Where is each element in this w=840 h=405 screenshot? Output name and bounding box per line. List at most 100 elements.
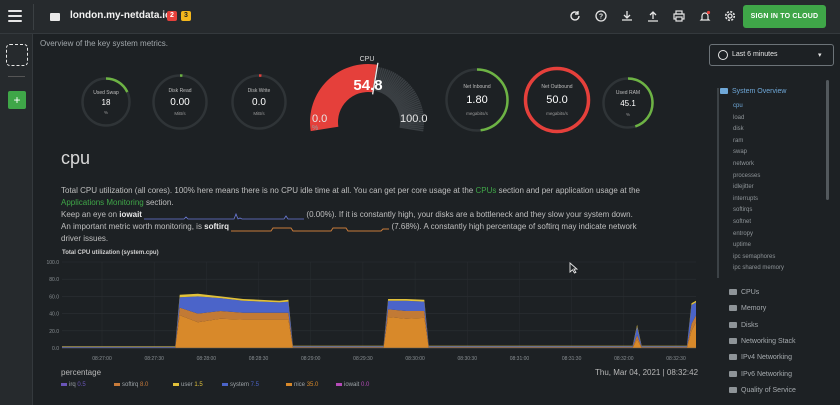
nav-item-network[interactable]: network — [733, 161, 755, 167]
gauge-used-ram[interactable]: Used RAM 45.1% — [601, 76, 655, 130]
legend-swatch — [222, 382, 228, 386]
chart-units: percentage — [61, 368, 102, 377]
upload-icon[interactable] — [647, 10, 659, 22]
nav-item-idlejitter[interactable]: idlejitter — [733, 184, 754, 191]
nav-item-interrupts[interactable]: interrupts — [733, 195, 759, 202]
nav-item-disk[interactable]: disk — [733, 126, 744, 133]
nav-item-entropy[interactable]: entropy — [733, 230, 754, 237]
description-line: Keep an eye on iowait (0.00%). If it is … — [61, 210, 633, 220]
nav-section-memory[interactable]: Memory — [729, 305, 766, 312]
nav-section-cpus[interactable]: CPUs — [729, 289, 759, 296]
cpu-gauge-track — [372, 66, 425, 132]
gauge-value: 18 — [101, 97, 111, 107]
legend-value: 35.0 — [306, 382, 319, 388]
nav-item-uptime[interactable]: uptime — [733, 242, 752, 249]
sign-in-button[interactable]: SIGN IN TO CLOUD — [743, 5, 826, 28]
legend-item-system[interactable]: system 7.5 — [222, 382, 259, 388]
description-line: driver issues. — [61, 234, 108, 243]
chart-ytick-label: 0.0 — [52, 346, 59, 352]
chart-xtick-label: 08:30:30 — [458, 356, 478, 362]
applications-link[interactable]: Applications Monitoring — [61, 198, 144, 207]
nav-item-ipc-shared-memory[interactable]: ipc shared memory — [733, 265, 785, 272]
gauge-net-inbound[interactable]: Net Inbound 1.80 megabits/s — [444, 67, 510, 133]
nav-section-quality-of-service[interactable]: Quality of Service — [729, 387, 796, 394]
host-name[interactable]: london.my-netdata.io — [70, 10, 172, 21]
gauge-used-swap[interactable]: Used Swap 18% — [80, 76, 132, 128]
softirq-sparkline — [231, 227, 390, 232]
cpu-gauge-fill — [310, 63, 378, 132]
download-icon[interactable] — [621, 10, 633, 22]
cpu-gauge[interactable] — [306, 60, 431, 135]
nav-item-load[interactable]: load — [733, 114, 745, 121]
menu-icon[interactable] — [8, 10, 22, 22]
nav-item-processes[interactable]: processes — [733, 172, 761, 179]
chart-xtick-label: 08:28:30 — [249, 356, 269, 362]
reload-icon[interactable] — [569, 10, 581, 22]
cpu-gauge-max: 100.0 — [400, 113, 428, 125]
legend-item-softirq[interactable]: softirq 8.0 — [114, 382, 148, 388]
chart-ytick-label: 40.0 — [49, 312, 59, 318]
help-icon[interactable]: ? — [595, 10, 607, 22]
cpus-link[interactable]: CPUs — [475, 186, 497, 195]
nav-item-softirqs[interactable]: softirqs — [733, 207, 753, 214]
gauge-disk-read[interactable]: Disk Read 0.00 MiB/s — [151, 73, 209, 131]
nav-section-disks[interactable]: Disks — [729, 322, 758, 329]
gauge-value: 45.1 — [620, 98, 636, 108]
gauge-fill — [152, 74, 208, 130]
nav-item-ram[interactable]: ram — [733, 137, 744, 144]
space-icon[interactable] — [6, 44, 28, 66]
legend-item-nice[interactable]: nice 35.0 — [286, 382, 318, 388]
nav-head-system-overview[interactable]: System Overview — [720, 88, 786, 95]
gauge-ring — [445, 68, 509, 132]
critical-alert-badge[interactable]: 2 — [167, 11, 177, 21]
chart-ytick-label: 60.0 — [49, 294, 59, 300]
chart-area-nice — [62, 315, 696, 348]
print-icon[interactable] — [673, 10, 685, 22]
timeframe-picker[interactable]: Last 6 minutes ▾ — [709, 44, 834, 66]
gauge-disk-write[interactable]: Disk Write 0.0 MiB/s — [230, 73, 288, 131]
warning-alert-badge[interactable]: 3 — [181, 11, 191, 21]
chart-xtick-label: 08:29:00 — [301, 356, 321, 362]
nav-item-softnet[interactable]: softnet — [733, 219, 752, 225]
legend-name: iowait — [344, 382, 362, 388]
nav-indicator — [717, 88, 719, 278]
softirq-label: softirq — [204, 222, 230, 232]
description-line: Applications Monitoring section. — [61, 198, 174, 207]
legend-swatch — [114, 382, 120, 386]
legend-swatch — [336, 382, 342, 386]
nav-item-swap[interactable]: swap — [733, 149, 748, 156]
alarm-bell-icon[interactable] — [699, 10, 711, 22]
chart-xtick-label: 08:29:30 — [353, 356, 373, 362]
gauge-ring — [81, 77, 131, 127]
gauge-unit: MiB/s — [253, 111, 265, 117]
legend-value: 7.5 — [250, 382, 260, 388]
host-icon — [50, 13, 60, 21]
gauge-fill — [81, 77, 131, 127]
softirq-value: 7.68% — [394, 222, 417, 232]
add-space-button[interactable]: + — [8, 91, 26, 109]
cpu-gauge-unit: % — [312, 125, 319, 132]
gauge-net-outbound[interactable]: Net Outbound 50.0 megabits/s — [523, 66, 591, 134]
desc-text: driver issues. — [61, 234, 109, 243]
nav-section-ipv6-networking[interactable]: IPv6 Networking — [729, 371, 792, 378]
legend-value: 1.5 — [194, 382, 203, 388]
legend-item-iowait[interactable]: iowait 0.0 — [336, 382, 369, 388]
cpu-chart[interactable]: 100.0 80.0 60.0 40.0 20.0 0.0 08:27:00 08:27:30… — [40, 258, 708, 366]
description-line: An important metric worth monitoring, is… — [61, 222, 637, 232]
legend-item-irq[interactable]: irq 0.5 — [61, 382, 86, 388]
chart-xtick-label: 08:27:00 — [92, 356, 112, 362]
gauge-label: Net Inbound — [463, 84, 491, 91]
nav-scrollbar[interactable] — [826, 80, 829, 200]
legend-item-user[interactable]: user 1.5 — [173, 382, 203, 388]
nav-section-networking-stack[interactable]: Networking Stack — [729, 338, 795, 345]
divider — [8, 76, 25, 77]
desc-text: section. — [143, 198, 174, 207]
nav-section-ipv4-networking[interactable]: IPv4 Networking — [729, 354, 792, 361]
legend-value: 8.0 — [140, 382, 149, 388]
chart-ytick-label: 100.0 — [46, 260, 59, 266]
nav-item-ipc-semaphores[interactable]: ipc semaphores — [733, 253, 776, 260]
gear-icon[interactable] — [724, 10, 736, 22]
description-line: Total CPU utilization (all cores). 100% … — [61, 186, 640, 195]
svg-text:?: ? — [599, 14, 603, 21]
nav-item-cpu[interactable]: cpu — [733, 103, 743, 109]
